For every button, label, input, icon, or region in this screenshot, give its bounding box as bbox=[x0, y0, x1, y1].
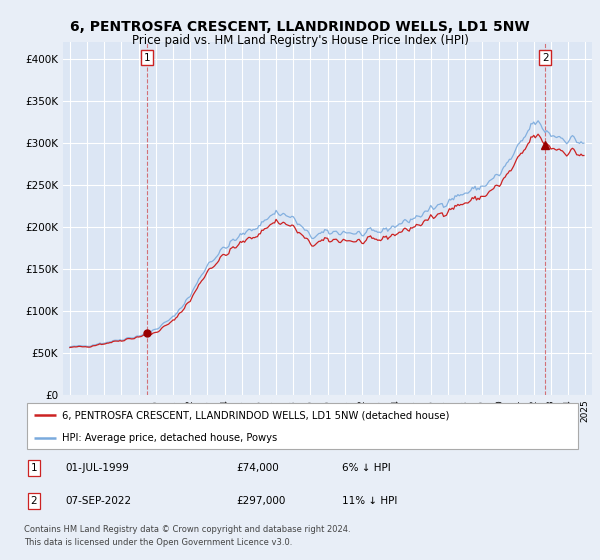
Text: 2: 2 bbox=[31, 496, 37, 506]
Text: 01-JUL-1999: 01-JUL-1999 bbox=[66, 464, 130, 473]
Text: Price paid vs. HM Land Registry's House Price Index (HPI): Price paid vs. HM Land Registry's House … bbox=[131, 34, 469, 46]
Text: Contains HM Land Registry data © Crown copyright and database right 2024.: Contains HM Land Registry data © Crown c… bbox=[24, 525, 350, 534]
Text: £74,000: £74,000 bbox=[236, 464, 279, 473]
Text: 11% ↓ HPI: 11% ↓ HPI bbox=[342, 496, 397, 506]
Text: 6% ↓ HPI: 6% ↓ HPI bbox=[342, 464, 391, 473]
Text: HPI: Average price, detached house, Powys: HPI: Average price, detached house, Powy… bbox=[62, 433, 277, 443]
Text: 6, PENTROSFA CRESCENT, LLANDRINDOD WELLS, LD1 5NW: 6, PENTROSFA CRESCENT, LLANDRINDOD WELLS… bbox=[70, 20, 530, 34]
Text: 6, PENTROSFA CRESCENT, LLANDRINDOD WELLS, LD1 5NW (detached house): 6, PENTROSFA CRESCENT, LLANDRINDOD WELLS… bbox=[62, 410, 449, 421]
Text: This data is licensed under the Open Government Licence v3.0.: This data is licensed under the Open Gov… bbox=[24, 538, 292, 547]
Text: 2: 2 bbox=[542, 53, 548, 63]
Text: 07-SEP-2022: 07-SEP-2022 bbox=[66, 496, 132, 506]
Text: 1: 1 bbox=[144, 53, 151, 63]
Text: 1: 1 bbox=[31, 464, 37, 473]
Text: £297,000: £297,000 bbox=[236, 496, 286, 506]
FancyBboxPatch shape bbox=[27, 404, 578, 449]
